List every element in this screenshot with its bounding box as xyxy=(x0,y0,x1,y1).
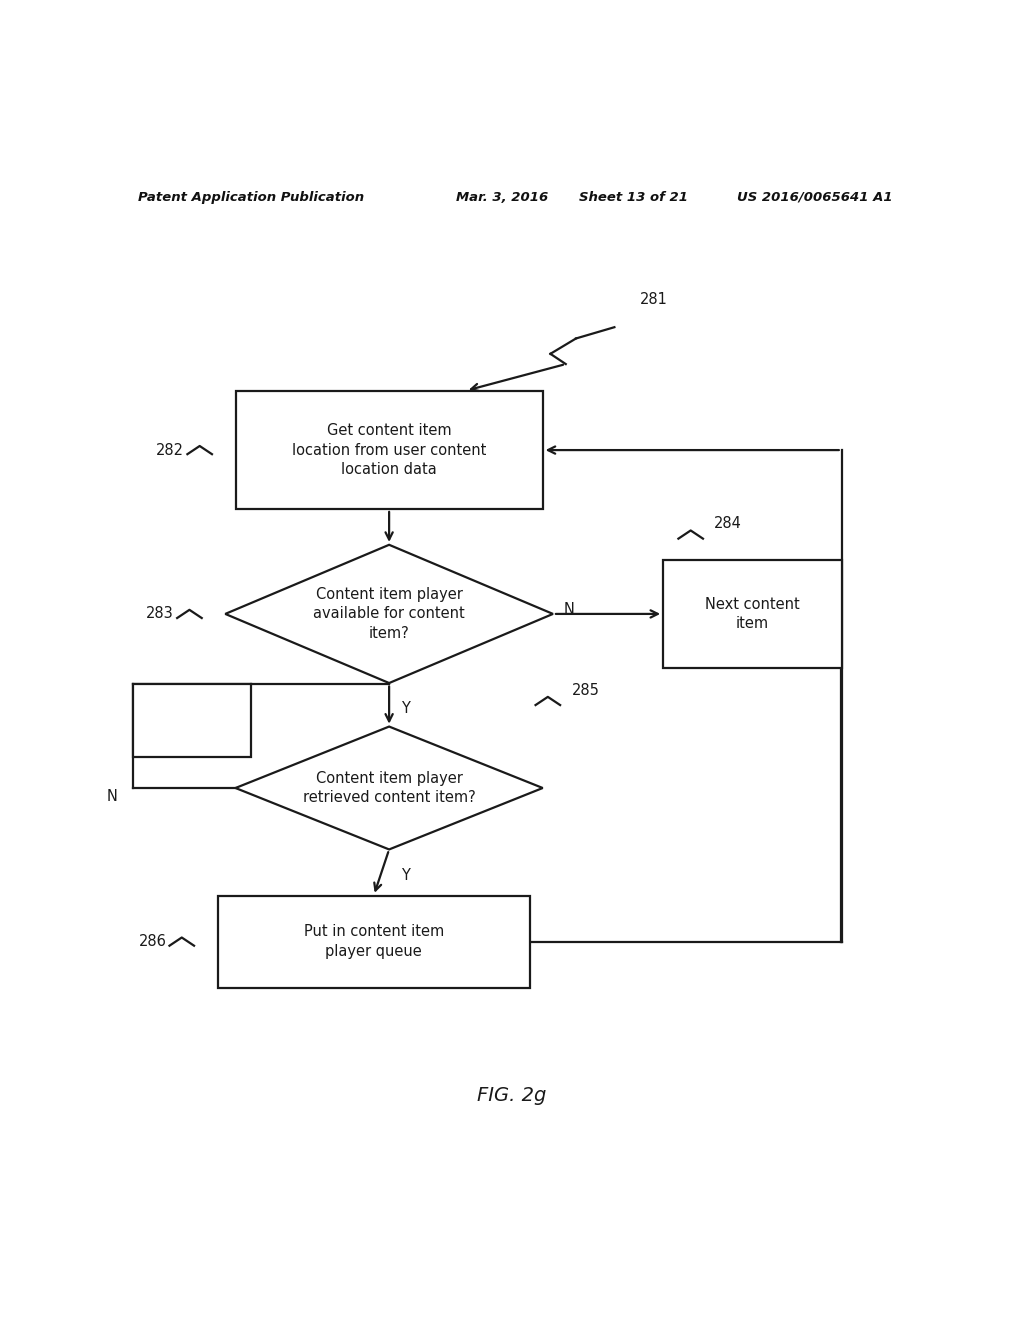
Polygon shape xyxy=(225,545,553,682)
Text: Y: Y xyxy=(401,701,411,717)
Text: 281: 281 xyxy=(640,292,668,306)
Text: Sheet 13 of 21: Sheet 13 of 21 xyxy=(579,190,687,203)
Text: US 2016/0065641 A1: US 2016/0065641 A1 xyxy=(737,190,893,203)
Text: Put in content item
player queue: Put in content item player queue xyxy=(304,924,443,960)
Text: 286: 286 xyxy=(138,935,166,949)
Text: FIG. 2g: FIG. 2g xyxy=(477,1085,547,1105)
Text: Mar. 3, 2016: Mar. 3, 2016 xyxy=(456,190,548,203)
Text: N: N xyxy=(106,788,118,804)
Bar xyxy=(217,895,530,987)
Text: Content item player
retrieved content item?: Content item player retrieved content it… xyxy=(303,771,475,805)
Text: 285: 285 xyxy=(571,682,599,698)
Bar xyxy=(236,391,543,510)
Text: 284: 284 xyxy=(715,516,742,532)
Text: Next content
item: Next content item xyxy=(706,597,800,631)
Text: Content item player
available for content
item?: Content item player available for conten… xyxy=(313,586,465,642)
Polygon shape xyxy=(236,726,543,850)
Text: Y: Y xyxy=(401,867,411,883)
Text: N: N xyxy=(563,602,574,616)
Text: Patent Application Publication: Patent Application Publication xyxy=(138,190,365,203)
Bar xyxy=(664,560,842,668)
Bar xyxy=(133,684,251,758)
Text: Get content item
location from user content
location data: Get content item location from user cont… xyxy=(292,422,486,478)
Text: 282: 282 xyxy=(157,442,184,458)
Text: 283: 283 xyxy=(146,606,174,622)
